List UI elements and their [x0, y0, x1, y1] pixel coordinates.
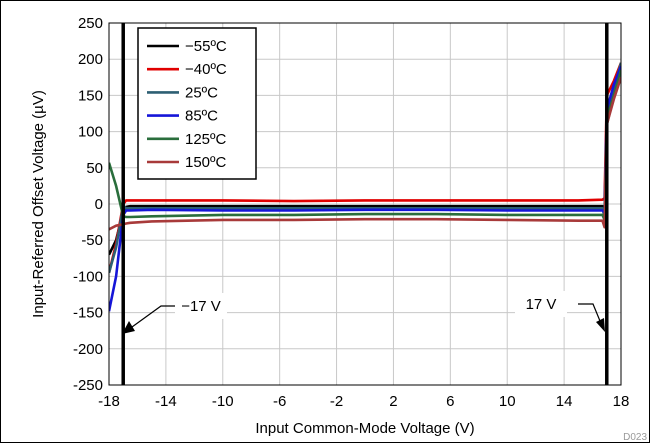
legend: −55ºC −40ºC 25ºC 85ºC 125ºC 150ºC — [137, 27, 257, 180]
x-tick-label: -10 — [212, 393, 234, 410]
x-tick-label: -6 — [273, 393, 286, 410]
annotation-pos17: 17 V — [526, 296, 557, 313]
legend-label: 125ºC — [185, 131, 227, 148]
legend-label: −40ºC — [185, 61, 227, 78]
y-tick-label: -200 — [73, 341, 103, 358]
x-tick-label: -18 — [98, 393, 120, 410]
annotation-leader-neg17 — [131, 305, 175, 328]
x-tick-label: 2 — [389, 393, 397, 410]
vertical-markers: −17 V 17 V — [121, 23, 609, 385]
y-tick-label: 50 — [86, 160, 103, 177]
figure-code: D023 — [623, 432, 647, 442]
annotation-arrowhead-neg17 — [122, 321, 135, 334]
legend-label: −55ºC — [185, 38, 227, 55]
legend-label: 150ºC — [185, 154, 227, 171]
y-tick-label: 200 — [78, 51, 103, 68]
x-tick-label: -2 — [330, 393, 343, 410]
y-tick-labels: 250 200 150 100 50 0 -50 -100 -150 -200 -250 — [73, 15, 103, 394]
plot-border — [108, 22, 622, 386]
legend-label: 85ºC — [185, 108, 218, 125]
legend-label: 25ºC — [185, 84, 218, 101]
annotation-box-pos17 — [515, 291, 567, 317]
annotation-neg17: −17 V — [181, 298, 221, 315]
x-tick-label: -14 — [155, 393, 177, 410]
x-tick-labels: -18 -14 -10 -6 -2 2 6 10 14 18 — [98, 393, 629, 410]
y-tick-label: 150 — [78, 87, 103, 104]
annotation-box-neg17 — [175, 293, 227, 319]
x-tick-label: 18 — [613, 393, 630, 410]
x-tick-label: 10 — [499, 393, 516, 410]
legend-box — [137, 27, 257, 180]
y-tick-label: 250 — [78, 15, 103, 32]
y-tick-label: -50 — [81, 232, 103, 249]
y-tick-label: 100 — [78, 124, 103, 141]
y-tick-label: 0 — [95, 196, 103, 213]
annotation-leader-pos17 — [578, 303, 601, 322]
x-tick-label: 14 — [556, 393, 573, 410]
series-line-5 — [109, 76, 621, 231]
y-tick-label: -100 — [73, 268, 103, 285]
series-layer — [109, 62, 621, 312]
x-axis-label: Input Common-Mode Voltage (V) — [255, 420, 474, 437]
y-tick-label: -250 — [73, 377, 103, 394]
y-axis-label: Input-Referred Offset Voltage (µV) — [30, 90, 47, 318]
x-tick-label: 6 — [446, 393, 454, 410]
annotation-arrowhead-pos17 — [596, 318, 605, 332]
y-tick-label: -150 — [73, 305, 103, 322]
